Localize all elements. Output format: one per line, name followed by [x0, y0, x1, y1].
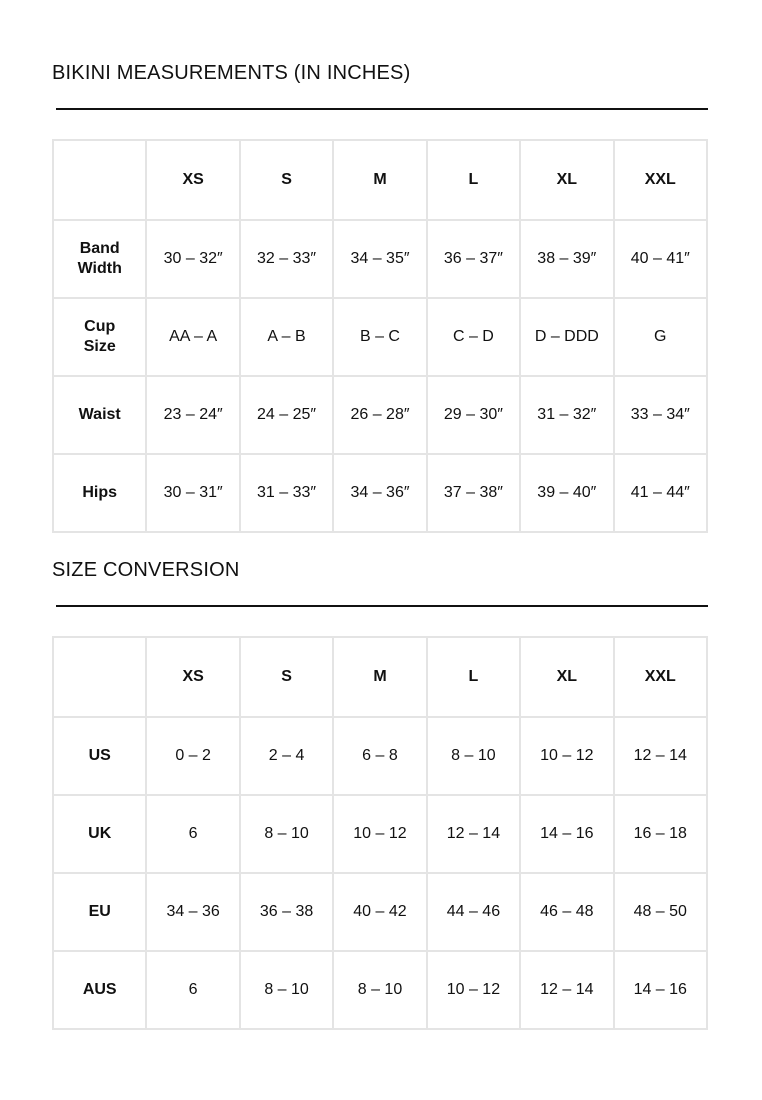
table-cell: 26 – 28″: [332, 375, 428, 455]
table-cell: 36 – 38: [238, 872, 335, 952]
table-cell: 34 – 36″: [332, 453, 428, 533]
table-cell: 31 – 32″: [519, 375, 615, 455]
row-label: US: [51, 716, 148, 796]
table-cell: 12 – 14: [425, 794, 522, 874]
table-cell: D – DDD: [519, 297, 615, 377]
size-header: S: [238, 636, 335, 718]
size-header: XXL: [612, 139, 709, 221]
table-cell: 30 – 32″: [145, 219, 241, 299]
table-cell: 48 – 50: [612, 872, 709, 952]
table-cell: 10 – 12: [425, 950, 522, 1030]
table-cell: 41 – 44″: [612, 453, 709, 533]
table-cell: 0 – 2: [145, 716, 241, 796]
measurements-title: BIKINI MEASUREMENTS (IN INCHES): [52, 62, 411, 84]
table-cell: 33 – 34″: [612, 375, 709, 455]
table-cell: 10 – 12: [519, 716, 615, 796]
table-cell: 30 – 31″: [145, 453, 241, 533]
table-cell: 8 – 10: [238, 950, 335, 1030]
size-header: L: [425, 139, 522, 221]
conversion-divider: [56, 605, 708, 607]
header-row: XS S M L XL XXL: [51, 636, 709, 718]
table-cell: 37 – 38″: [425, 453, 522, 533]
table-cell: 10 – 12: [332, 794, 428, 874]
table-row: UK 6 8 – 10 10 – 12 12 – 14 14 – 16 16 – 18: [51, 794, 709, 874]
table-cell: 24 – 25″: [238, 375, 335, 455]
table-cell: 39 – 40″: [519, 453, 615, 533]
table-cell: 44 – 46: [425, 872, 522, 952]
size-header: XXL: [612, 636, 709, 718]
corner-cell: [51, 636, 148, 718]
table-cell: 29 – 30″: [425, 375, 522, 455]
table-cell: 2 – 4: [238, 716, 335, 796]
table-cell: 46 – 48: [519, 872, 615, 952]
table-cell: 31 – 33″: [238, 453, 335, 533]
table-cell: 38 – 39″: [519, 219, 615, 299]
table-cell: 8 – 10: [425, 716, 522, 796]
size-header: XL: [519, 636, 615, 718]
measurements-table: XS S M L XL XXL Band Width 30 – 32″ 32 – 33″ 34 –…: [51, 139, 709, 533]
table-cell: 14 – 16: [519, 794, 615, 874]
size-header: M: [332, 636, 428, 718]
size-header: S: [238, 139, 335, 221]
table-cell: 12 – 14: [612, 716, 709, 796]
table-cell: 12 – 14: [519, 950, 615, 1030]
table-cell: 14 – 16: [612, 950, 709, 1030]
corner-cell: [51, 139, 148, 221]
table-cell: 6: [145, 794, 241, 874]
conversion-title: SIZE CONVERSION: [52, 559, 240, 581]
table-cell: 34 – 36: [145, 872, 241, 952]
table-row: EU 34 – 36 36 – 38 40 – 42 44 – 46 46 – 48 48 …: [51, 872, 709, 952]
table-cell: 36 – 37″: [425, 219, 522, 299]
table-cell: 32 – 33″: [238, 219, 335, 299]
row-label: EU: [51, 872, 148, 952]
table-row: Hips 30 – 31″ 31 – 33″ 34 – 36″ 37 – 38″ 39 –…: [51, 453, 709, 533]
table-cell: 6: [145, 950, 241, 1030]
size-header: XL: [519, 139, 615, 221]
row-label: Cup Size: [51, 297, 148, 377]
table-cell: A – B: [238, 297, 335, 377]
measurements-divider: [56, 108, 708, 110]
table-row: Waist 23 – 24″ 24 – 25″ 26 – 28″ 29 – 30″ 31 …: [51, 375, 709, 455]
table-cell: C – D: [425, 297, 522, 377]
size-header: XS: [145, 139, 241, 221]
table-cell: 23 – 24″: [145, 375, 241, 455]
table-cell: 8 – 10: [332, 950, 428, 1030]
size-header: XS: [145, 636, 241, 718]
row-label: UK: [51, 794, 148, 874]
table-cell: 40 – 42: [332, 872, 428, 952]
table-cell: 40 – 41″: [612, 219, 709, 299]
size-header: M: [332, 139, 428, 221]
table-cell: G: [612, 297, 709, 377]
size-header: L: [425, 636, 522, 718]
row-label: Hips: [51, 453, 148, 533]
table-row: AUS 6 8 – 10 8 – 10 10 – 12 12 – 14 14 – 16: [51, 950, 709, 1030]
table-cell: B – C: [332, 297, 428, 377]
row-label: AUS: [51, 950, 148, 1030]
table-cell: AA – A: [145, 297, 241, 377]
table-row: Band Width 30 – 32″ 32 – 33″ 34 – 35″ 36 – 3…: [51, 219, 709, 299]
table-cell: 16 – 18: [612, 794, 709, 874]
row-label: Band Width: [51, 219, 148, 299]
table-cell: 34 – 35″: [332, 219, 428, 299]
table-cell: 8 – 10: [238, 794, 335, 874]
row-label: Waist: [51, 375, 148, 455]
table-cell: 6 – 8: [332, 716, 428, 796]
header-row: XS S M L XL XXL: [51, 139, 709, 221]
